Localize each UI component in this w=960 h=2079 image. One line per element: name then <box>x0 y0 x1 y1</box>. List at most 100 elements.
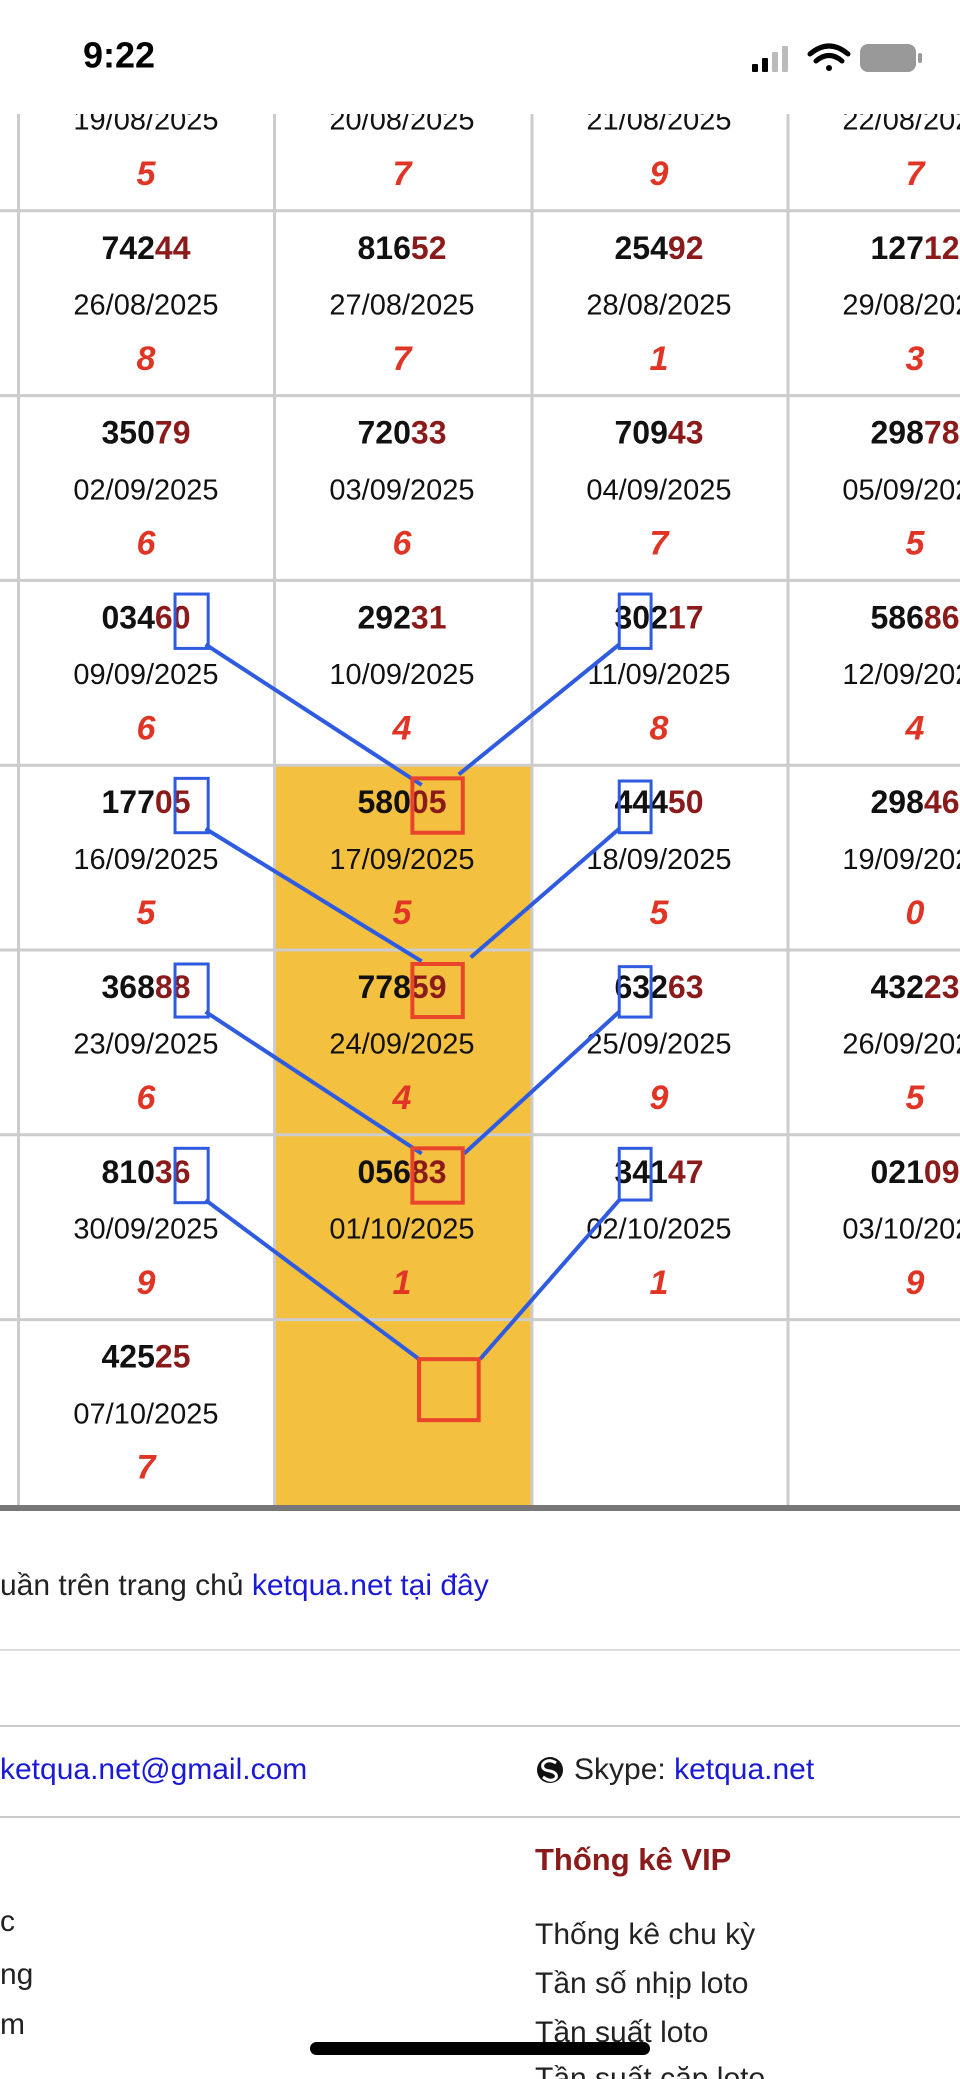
result-number: 43223 <box>871 969 960 1005</box>
result-number: 25492 <box>615 230 704 266</box>
digit-box <box>617 779 653 835</box>
number-tail: 31 <box>411 600 447 636</box>
result-date: 03/09/2025 <box>329 474 474 506</box>
digit-box <box>617 592 653 650</box>
menu-item[interactable]: m <box>0 2008 25 2041</box>
digit-box <box>173 592 210 650</box>
result-date: 26/09/2025 <box>842 1029 960 1061</box>
number-head: 302 <box>615 600 668 636</box>
number-tail: 50 <box>668 785 704 821</box>
number-tail: 05 <box>411 785 447 821</box>
result-number: 30217 <box>615 600 704 636</box>
home-note-text: uần trên trang chủ <box>0 1569 244 1602</box>
number-head: 816 <box>358 230 411 266</box>
result-number: 74244 <box>102 230 191 266</box>
result-date: 18/09/2025 <box>586 844 731 876</box>
number-tail: 92 <box>668 230 704 266</box>
number-tail: 36 <box>155 1154 191 1190</box>
number-head: 292 <box>358 600 411 636</box>
footer-lists: c ng m Thống kê chu kỳ Tần số nhịp loto Tần s… <box>0 1905 765 2079</box>
result-number: 34147 <box>615 1154 704 1190</box>
number-tail: 60 <box>155 600 191 636</box>
result-number: 77859 <box>358 969 447 1005</box>
number-head: 425 <box>102 1339 155 1375</box>
result-number: 17705 <box>102 785 191 821</box>
result-number: 72033 <box>358 415 447 451</box>
target-box <box>410 962 465 1020</box>
home-indicator <box>310 2042 650 2055</box>
result-number: 05683 <box>358 1154 447 1190</box>
vip-link[interactable]: Tần số nhịp loto <box>535 1967 748 2000</box>
result-value: 6 <box>393 525 413 563</box>
result-number: 81036 <box>102 1154 191 1190</box>
result-number: 42525 <box>102 1339 191 1375</box>
battery-icon <box>860 44 922 72</box>
menu-item[interactable]: c <box>0 1905 15 1938</box>
number-head: 021 <box>871 1154 924 1190</box>
result-number: 58005 <box>358 785 447 821</box>
number-head: 127 <box>871 230 924 266</box>
result-date: 07/10/2025 <box>73 1398 218 1430</box>
number-tail: 23 <box>924 969 960 1005</box>
result-value: 9 <box>650 1079 669 1117</box>
vip-title: Thống kê VIP <box>535 1842 731 1877</box>
vip-link[interactable]: Tần suất cặp loto <box>535 2062 765 2079</box>
result-value: 4 <box>392 1079 412 1117</box>
result-value: 3 <box>906 340 925 378</box>
pattern-line <box>204 1198 421 1361</box>
menu-item[interactable]: ng <box>0 1958 33 1991</box>
result-value: 5 <box>137 155 157 193</box>
result-number: 70943 <box>615 415 704 451</box>
result-date: 17/09/2025 <box>329 844 474 876</box>
digit-box <box>173 776 210 835</box>
result-value: 7 <box>393 340 414 378</box>
result-value: 9 <box>137 1264 156 1302</box>
target-box <box>417 1357 481 1423</box>
result-value: 7 <box>137 1449 158 1487</box>
home-link[interactable]: ketqua.net tại đây <box>252 1569 489 1602</box>
target-box <box>410 776 465 835</box>
digit-box <box>173 1146 210 1205</box>
result-value: 1 <box>393 1264 412 1302</box>
result-value: 5 <box>393 894 413 932</box>
number-tail: 12 <box>924 230 960 266</box>
number-head: 298 <box>871 415 924 451</box>
signal-icon <box>752 46 788 72</box>
email-link[interactable]: ketqua.net@gmail.com <box>0 1753 307 1786</box>
number-head: 586 <box>871 600 924 636</box>
result-value: 9 <box>906 1264 925 1302</box>
vip-link[interactable]: Thống kê chu kỳ <box>535 1918 755 1951</box>
digit-box <box>617 965 653 1019</box>
result-value: 5 <box>906 1079 926 1117</box>
number-tail: 33 <box>411 415 447 451</box>
result-number: 63263 <box>615 969 704 1005</box>
number-tail: 52 <box>411 230 447 266</box>
skype-label: Skype: <box>574 1753 666 1786</box>
result-number: 12712 <box>871 230 960 266</box>
pattern-line <box>204 642 423 787</box>
result-number: 35079 <box>102 415 191 451</box>
result-value: 6 <box>137 525 157 563</box>
number-tail: 09 <box>924 1154 960 1190</box>
skype-link[interactable]: ketqua.net <box>674 1753 815 1786</box>
home-note: uần trên trang chủ ketqua.net tại đây <box>0 1569 489 1602</box>
number-tail: 63 <box>668 969 704 1005</box>
number-head: 778 <box>358 969 411 1005</box>
number-tail: 43 <box>668 415 704 451</box>
number-head: 720 <box>358 415 411 451</box>
number-head: 444 <box>615 785 669 821</box>
result-value: 5 <box>650 894 670 932</box>
result-number: 29846 <box>871 785 960 821</box>
result-value: 9 <box>650 155 669 193</box>
number-head: 742 <box>102 230 155 266</box>
result-date: 03/10/2025 <box>842 1213 960 1245</box>
result-number: 29231 <box>358 600 447 636</box>
result-number: 58686 <box>871 600 960 636</box>
skype-icon-mark <box>541 1759 558 1782</box>
result-number: 02109 <box>871 1154 960 1190</box>
number-head: 341 <box>615 1154 668 1190</box>
number-head: 254 <box>615 230 669 266</box>
result-number: 36888 <box>102 969 191 1005</box>
pattern-line <box>204 1010 423 1156</box>
